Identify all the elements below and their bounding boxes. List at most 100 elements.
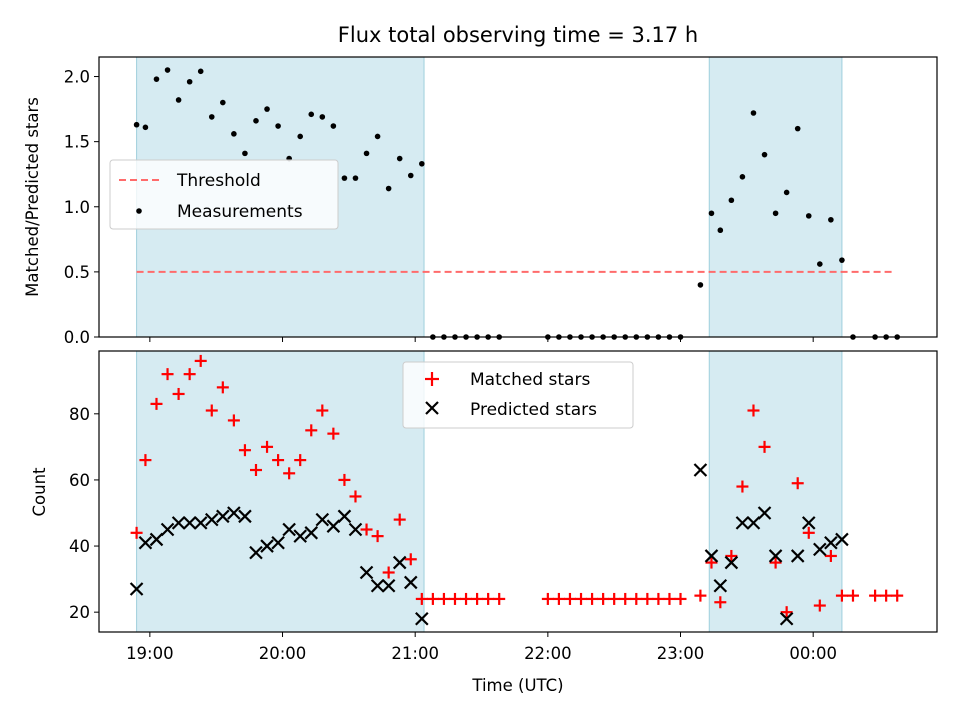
measurement-point <box>297 133 304 140</box>
matched-star-point <box>349 490 362 503</box>
matched-star-point <box>238 444 251 457</box>
matched-star-point <box>663 592 676 605</box>
measurement-point <box>839 257 845 263</box>
matched-star-point <box>294 454 307 467</box>
measurement-point <box>275 123 281 129</box>
matched-star-point <box>597 592 610 605</box>
predicted-star-point <box>381 578 396 593</box>
predicted-star-point <box>779 611 794 626</box>
predicted-star-point <box>790 549 805 563</box>
predicted-star-point <box>129 582 144 596</box>
predicted-star-point <box>735 516 750 530</box>
predicted-star-point <box>149 532 164 547</box>
predicted-star-point <box>370 578 385 593</box>
matched-star-point <box>130 526 143 539</box>
measurement-point <box>407 172 414 179</box>
measurement-point <box>385 185 392 192</box>
matched-star-point <box>736 480 749 493</box>
matched-star-point <box>563 592 576 605</box>
predicted-star-point <box>403 575 418 590</box>
xtick-label: 21:00 <box>391 644 439 663</box>
measurement-point <box>805 213 812 219</box>
predicted-star-point <box>746 516 761 530</box>
bottom-ytick-label: 60 <box>69 471 90 490</box>
predicted-star-point <box>724 555 739 570</box>
predicted-star-point <box>713 578 728 593</box>
measurement-point <box>363 150 370 157</box>
measurement-point <box>220 99 226 106</box>
xtick-label: 19:00 <box>126 644 174 663</box>
measurement-point <box>242 150 248 157</box>
matched-star-point <box>371 530 384 543</box>
matched-star-point <box>652 592 665 605</box>
predicted-star-point <box>326 519 341 533</box>
legend-measurements-label: Measurements <box>177 202 303 222</box>
measurement-point <box>717 227 724 234</box>
chart-title: Flux total observing time = 3.17 h <box>338 23 698 47</box>
observing-interval-1 <box>709 57 842 337</box>
matched-star-point <box>471 592 484 605</box>
predicted-star-point <box>204 512 219 527</box>
predicted-star-point <box>193 516 208 530</box>
predicted-star-point <box>348 522 363 537</box>
predicted-star-point <box>160 522 175 537</box>
measurement-point <box>133 121 140 128</box>
matched-star-point <box>227 414 240 427</box>
matched-star-point <box>747 404 760 417</box>
bottom-ytick-label: 80 <box>69 405 90 424</box>
measurement-point <box>750 110 757 116</box>
matched-star-point <box>194 354 207 367</box>
predicted-star-point <box>813 542 827 557</box>
xtick-label: 23:00 <box>657 644 705 663</box>
measurement-point <box>419 160 425 167</box>
matched-star-point <box>575 592 588 605</box>
predicted-star-point <box>182 516 197 530</box>
measurement-point <box>396 155 403 162</box>
matched-star-point <box>835 589 848 602</box>
matched-star-point <box>641 592 654 605</box>
measurement-point <box>739 174 746 180</box>
matched-star-point <box>183 368 196 381</box>
matched-star-point <box>541 592 554 605</box>
xtick-label: 22:00 <box>524 644 572 663</box>
predicted-star-point <box>171 516 186 530</box>
predicted-star-point <box>216 509 230 524</box>
matched-star-point <box>205 404 218 417</box>
matched-star-point <box>482 592 495 605</box>
matched-star-point <box>694 589 707 602</box>
predicted-star-point <box>415 611 429 626</box>
measurement-point <box>341 175 348 181</box>
measurement-point <box>374 133 381 140</box>
xtick-label: 20:00 <box>259 644 307 663</box>
observing-interval-1 <box>709 351 842 632</box>
matched-star-point <box>172 387 185 400</box>
predicted-star-point <box>260 539 274 553</box>
matched-star-point <box>891 589 904 602</box>
measurement-point <box>828 216 834 223</box>
measurement-point <box>175 97 182 103</box>
matched-star-point <box>725 549 738 562</box>
measurement-point <box>330 123 337 129</box>
matched-star-point <box>382 566 395 579</box>
bottom-y-axis-label: Count <box>30 467 49 517</box>
matched-star-point <box>824 549 837 562</box>
predicted-star-point <box>704 549 719 563</box>
measurement-point <box>817 261 823 267</box>
predicted-star-point <box>271 535 285 550</box>
measurement-point <box>153 76 160 82</box>
measurement-point <box>253 118 259 124</box>
matched-star-point <box>791 477 804 490</box>
predicted-star-point <box>392 555 407 570</box>
matched-star-point <box>769 556 782 569</box>
predicted-star-point <box>315 512 330 527</box>
matched-star-point <box>261 440 274 453</box>
measurement-point <box>164 67 171 73</box>
measurements-legend-swatch <box>136 208 142 214</box>
matched-star-point <box>448 592 461 605</box>
predicted-star-point <box>282 522 296 537</box>
predicted-star-point <box>337 509 352 524</box>
measurement-point <box>319 114 326 120</box>
matched-legend-swatch <box>425 372 439 386</box>
predicted-star-point <box>768 549 783 563</box>
matched-star-point <box>404 553 417 566</box>
